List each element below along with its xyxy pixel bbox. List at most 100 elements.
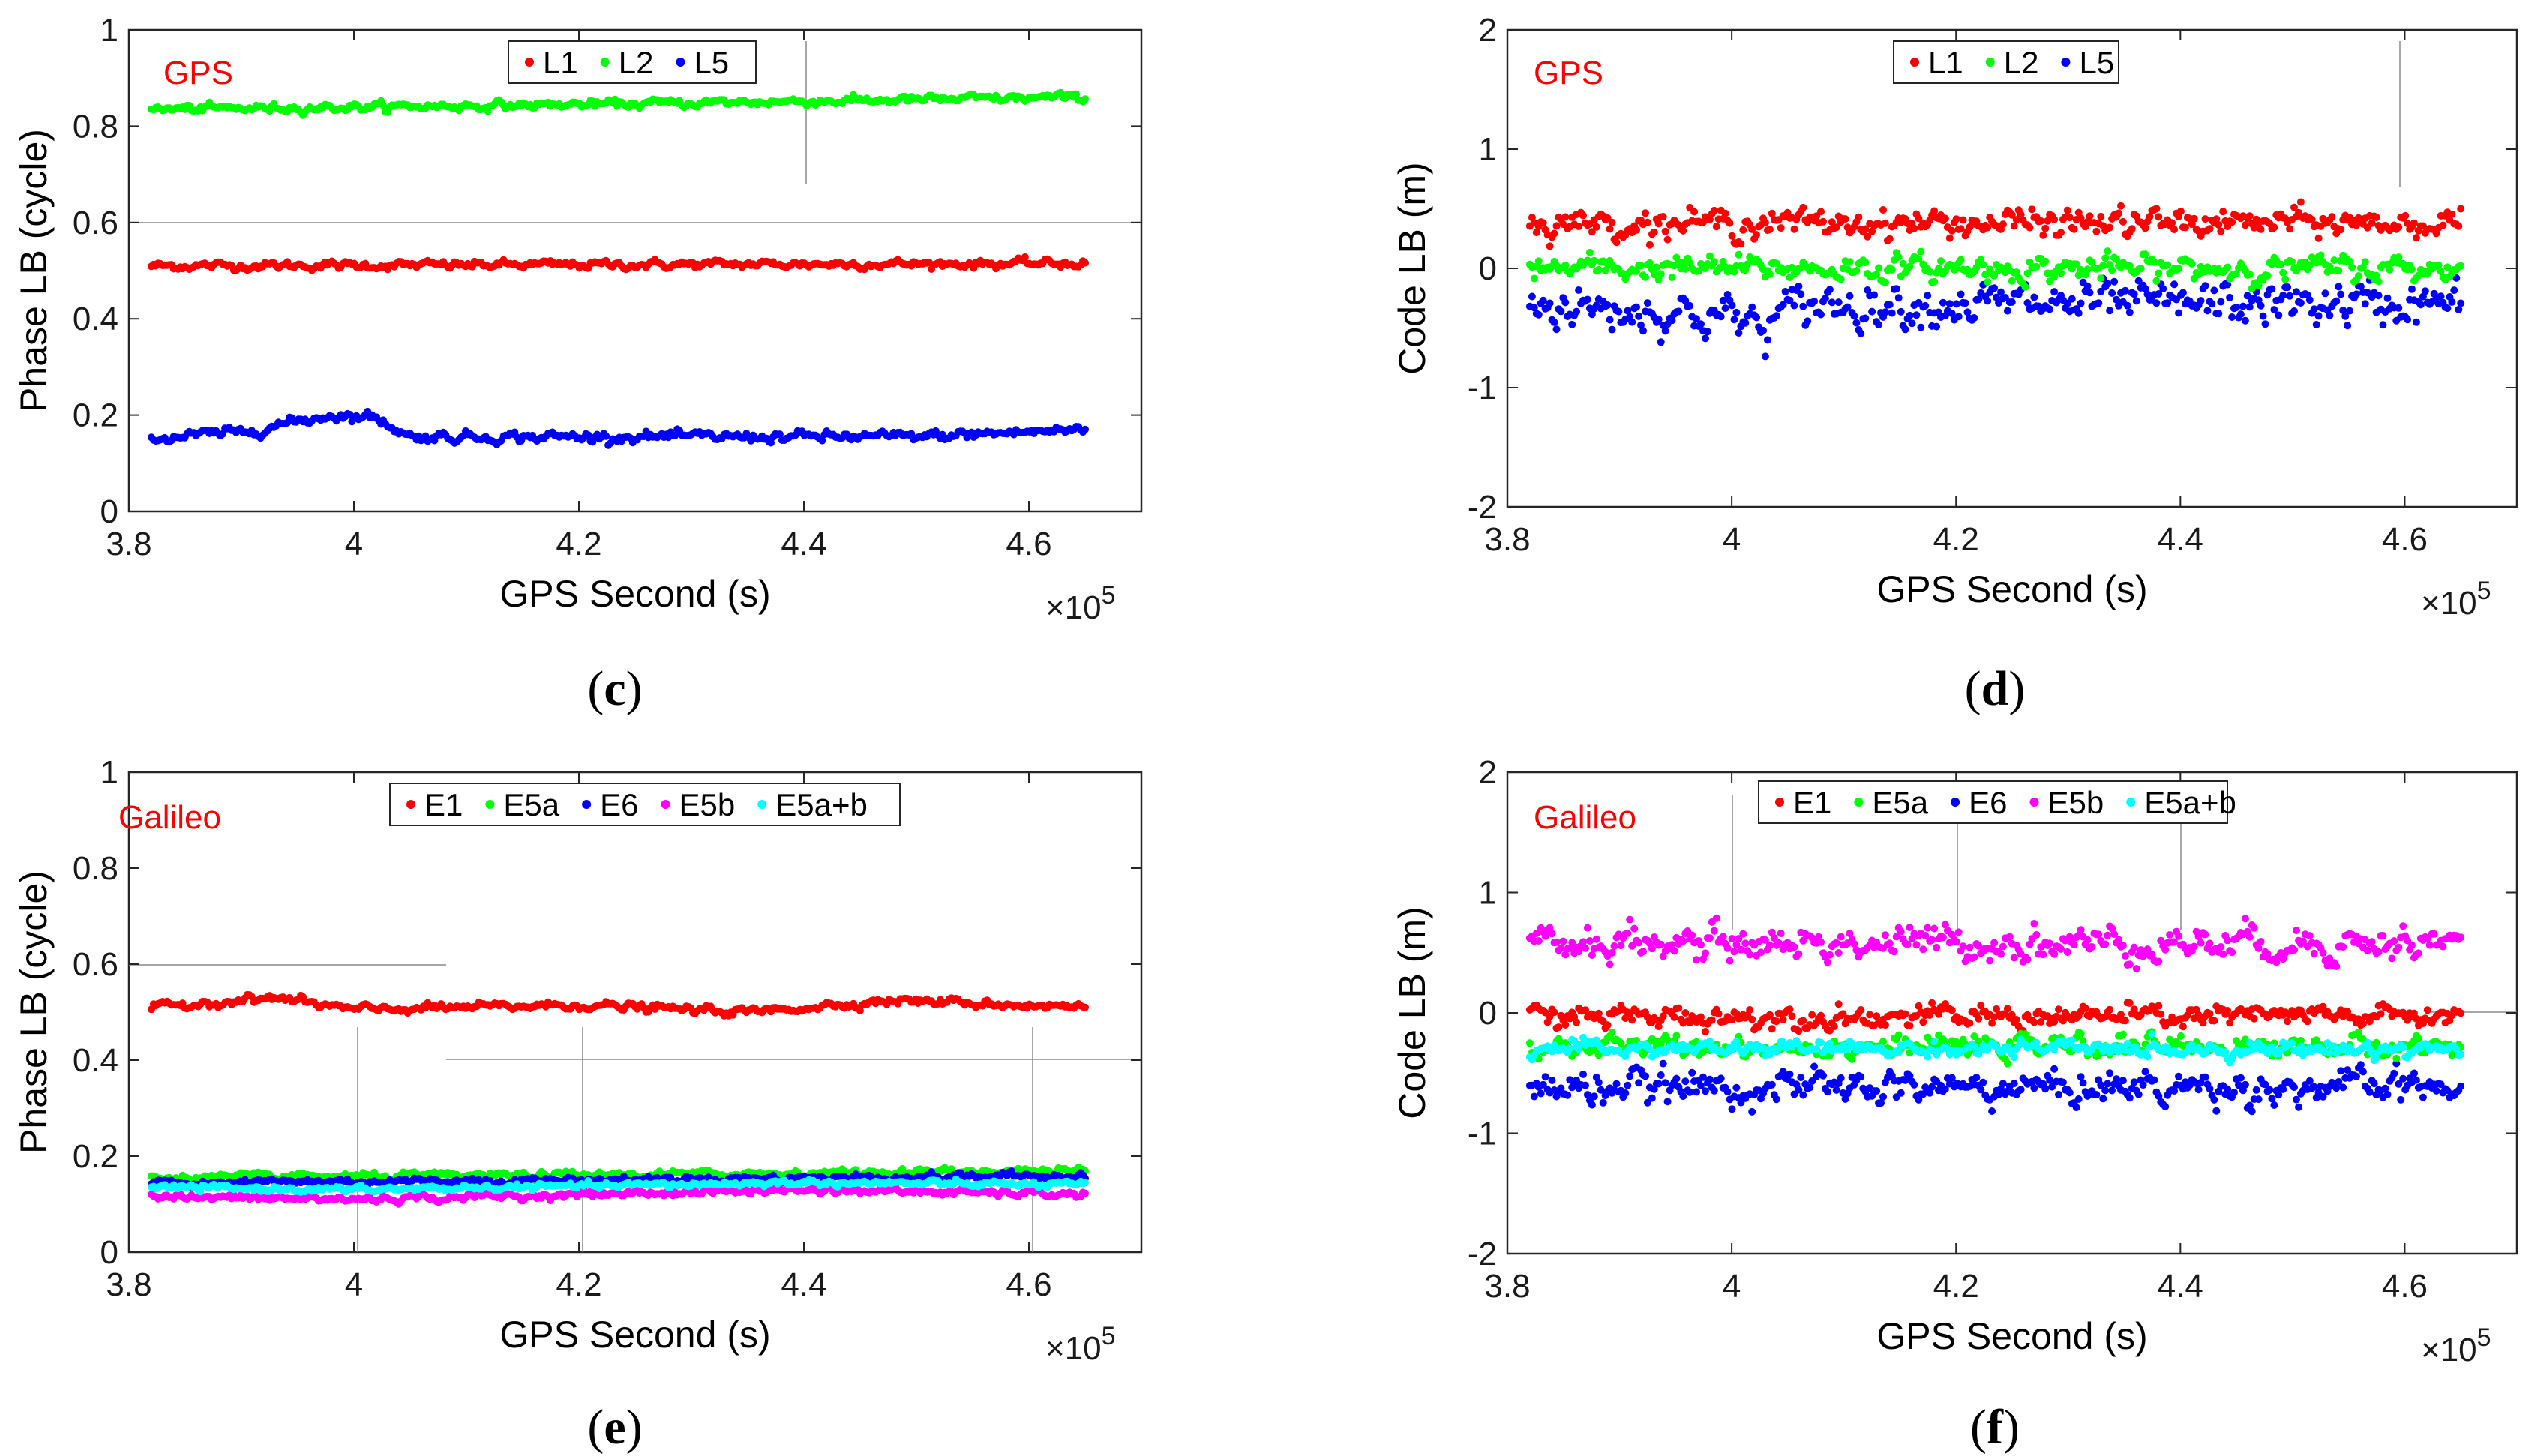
data-point — [2314, 312, 2323, 320]
data-point — [1528, 292, 1536, 301]
data-point — [2181, 223, 2189, 232]
data-point — [1688, 931, 1696, 939]
data-point — [2175, 265, 2182, 273]
data-point — [2217, 298, 2225, 306]
data-point — [1894, 294, 1903, 302]
data-point — [1717, 313, 1725, 321]
data-point — [1608, 948, 1616, 957]
data-point — [1954, 928, 1963, 936]
data-point — [1719, 296, 1727, 304]
data-point — [2097, 274, 2105, 283]
data-point — [1875, 264, 1882, 272]
data-point — [584, 431, 592, 439]
data-point — [2197, 297, 2205, 305]
data-point — [2028, 205, 2036, 214]
data-point — [1726, 219, 1734, 227]
data-point — [1975, 295, 1983, 304]
data-point — [1712, 914, 1720, 922]
data-point — [1890, 948, 1898, 956]
system-label: Galileo — [118, 799, 221, 836]
data-point — [1961, 299, 1969, 307]
legend-label: L5 — [694, 45, 729, 80]
legend-label: L1 — [1928, 45, 1963, 80]
data-point — [1703, 328, 1711, 336]
data-point — [1821, 295, 1829, 302]
data-point — [1534, 310, 1543, 319]
data-point — [1957, 256, 1965, 264]
panel-caption: (e) — [587, 1400, 642, 1455]
x-tick-label: 3.8 — [106, 1266, 151, 1303]
data-points — [148, 88, 1089, 449]
data-point — [1590, 256, 1598, 265]
data-point — [2346, 307, 2354, 315]
data-point — [2386, 265, 2394, 274]
data-point — [1779, 301, 1787, 309]
data-point — [2008, 277, 2016, 285]
data-point — [2228, 218, 2236, 226]
data-point — [1539, 219, 1547, 227]
data-point — [1072, 90, 1081, 98]
data-point — [1957, 290, 1965, 298]
y-tick-label: 0.8 — [73, 108, 118, 145]
data-point — [2236, 310, 2245, 319]
data-point — [2257, 225, 2265, 233]
data-point — [2037, 217, 2045, 225]
data-point — [1081, 425, 1089, 433]
data-point — [1583, 924, 1591, 932]
data-point — [2224, 263, 2232, 271]
y-tick-label: 0.8 — [73, 850, 118, 887]
data-point — [1721, 304, 1729, 313]
y-tick-label: 2 — [1479, 12, 1497, 49]
data-point — [2141, 224, 2149, 232]
data-point — [1679, 937, 1687, 945]
data-point — [1753, 313, 1761, 322]
data-point — [1559, 937, 1567, 945]
data-point — [1628, 318, 1636, 326]
data-point — [2201, 215, 2209, 223]
data-point — [1939, 298, 1947, 307]
data-point — [2353, 290, 2360, 298]
data-point — [775, 430, 784, 439]
data-point — [1870, 291, 1879, 299]
data-point — [1817, 310, 1825, 319]
data-point — [2293, 288, 2300, 296]
x-tick-label: 4.2 — [556, 1266, 601, 1303]
data-point — [1686, 301, 1694, 310]
data-point — [2170, 280, 2179, 289]
data-point — [1959, 216, 1967, 224]
data-point — [1997, 288, 2005, 296]
data-point — [2104, 280, 2112, 288]
system-label: GPS — [1534, 55, 1603, 91]
data-point — [2395, 253, 2403, 262]
data-point — [2106, 307, 2114, 315]
legend: L1 L2 L5 — [1893, 40, 2119, 84]
data-point — [1624, 307, 1632, 315]
data-point — [2057, 269, 2065, 277]
data-point — [1828, 298, 1836, 307]
data-point — [1726, 957, 1734, 965]
data-point — [1652, 263, 1660, 271]
data-point — [2270, 223, 2278, 232]
data-point — [1735, 329, 1743, 337]
data-point — [1546, 299, 1554, 307]
data-point — [1928, 936, 1936, 944]
data-point — [2361, 300, 2369, 308]
data-point — [1885, 235, 1894, 243]
data-point — [2379, 321, 2387, 329]
legend-marker — [1985, 58, 1995, 67]
x-tick-label: 4.6 — [1006, 1266, 1051, 1303]
legend-label: E1 — [424, 787, 463, 822]
data-point — [1861, 314, 1870, 322]
legend-label: E5b — [679, 787, 735, 822]
data-point — [2228, 313, 2236, 321]
data-point — [2125, 308, 2134, 316]
data-point — [2077, 299, 2085, 307]
data-point — [1081, 1189, 1089, 1197]
data-point — [1705, 934, 1714, 942]
data-point — [2159, 285, 2167, 293]
y-axis-label: Code LB (m) — [1391, 162, 1433, 374]
data-point — [1881, 219, 1889, 227]
